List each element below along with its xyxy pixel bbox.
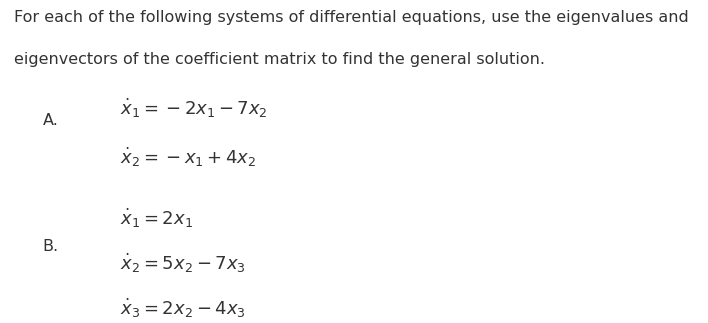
Text: eigenvectors of the coefficient matrix to find the general solution.: eigenvectors of the coefficient matrix t… xyxy=(14,52,545,67)
Text: $\dot{x}_3 = 2x_2 - 4x_3$: $\dot{x}_3 = 2x_2 - 4x_3$ xyxy=(120,297,246,320)
Text: For each of the following systems of differential equations, use the eigenvalues: For each of the following systems of dif… xyxy=(14,10,689,25)
Text: $\dot{x}_2 = 5x_2 - 7x_3$: $\dot{x}_2 = 5x_2 - 7x_3$ xyxy=(120,252,246,275)
Text: A.: A. xyxy=(42,113,58,128)
Text: $\dot{x}_1 = -2x_1 - 7x_2$: $\dot{x}_1 = -2x_1 - 7x_2$ xyxy=(120,97,268,120)
Text: $\dot{x}_2 = -x_1 + 4x_2$: $\dot{x}_2 = -x_1 + 4x_2$ xyxy=(120,145,256,169)
Text: $\dot{x}_1 = 2x_1$: $\dot{x}_1 = 2x_1$ xyxy=(120,207,193,230)
Text: B.: B. xyxy=(42,239,59,254)
